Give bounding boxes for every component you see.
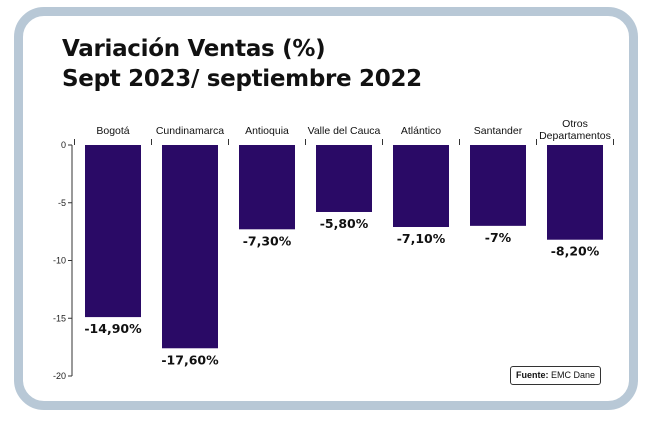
bar-6 (470, 145, 526, 226)
source-label: Fuente: (516, 370, 549, 380)
data-label: -17,60% (161, 352, 219, 367)
data-label: -7,10% (397, 231, 446, 246)
bar-7 (547, 145, 603, 240)
data-label: -14,90% (84, 321, 142, 336)
category-label: Valle del Cauca (308, 125, 381, 137)
y-tick-label: -20 (53, 371, 66, 381)
bar-5 (393, 145, 449, 228)
y-tick-label: 0 (61, 140, 66, 150)
category-label: Bogotá (96, 125, 129, 137)
y-tick-label: -5 (58, 198, 66, 208)
data-label: -7% (485, 230, 512, 245)
chart-title: Variación Ventas (%) Sept 2023/ septiemb… (62, 34, 422, 94)
chart-title-line-2: Sept 2023/ septiembre 2022 (62, 66, 422, 92)
category-label: Cundinamarca (156, 125, 224, 137)
y-tick-label: -15 (53, 313, 66, 323)
category-label: Antioquia (245, 125, 289, 137)
bar-1 (85, 145, 141, 318)
bar-4 (316, 145, 372, 212)
bar-3 (239, 145, 295, 230)
source-note: Fuente: EMC Dane (510, 366, 602, 385)
category-label: Departamentos (539, 130, 611, 142)
source-text: EMC Dane (551, 370, 596, 380)
category-label: Santander (474, 125, 523, 137)
y-tick-label: -10 (53, 256, 66, 266)
data-label: -7,30% (243, 233, 292, 248)
chart-title-line-1: Variación Ventas (%) (62, 36, 326, 62)
category-label: Otros (562, 118, 588, 130)
data-label: -8,20% (551, 244, 600, 259)
data-label: -5,80% (320, 216, 369, 231)
category-label: Atlántico (401, 125, 441, 137)
bar-2 (162, 145, 218, 349)
